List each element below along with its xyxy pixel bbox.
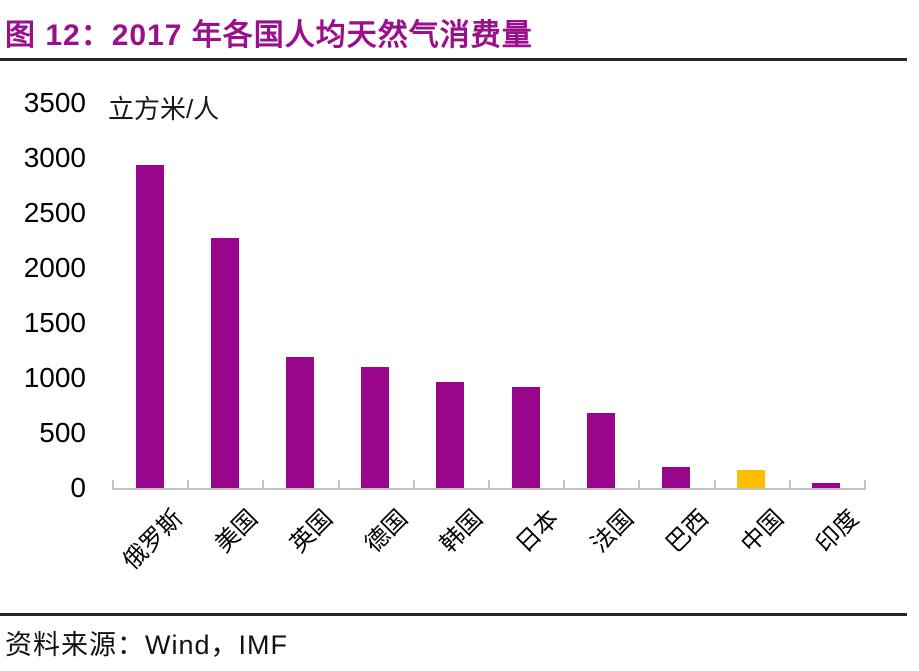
x-axis-label: 美国 <box>209 504 263 558</box>
bar-8 <box>662 467 690 488</box>
x-axis-tick <box>788 480 791 488</box>
y-axis-tick-label: 1500 <box>23 307 86 338</box>
x-axis-tick <box>713 480 716 488</box>
y-axis-unit-label: 立方米/人 <box>108 94 220 124</box>
x-axis-label: 印度 <box>811 504 865 558</box>
y-axis-tick-label: 2000 <box>23 252 86 283</box>
x-axis-tick <box>563 480 566 488</box>
y-axis-tick-label: 0 <box>70 472 86 503</box>
footer-divider-line <box>0 613 907 616</box>
bar-3 <box>286 357 314 488</box>
y-axis-tick-label: 500 <box>39 417 86 448</box>
x-axis-label: 俄罗斯 <box>117 504 188 575</box>
x-axis-label: 英国 <box>285 504 339 558</box>
y-axis-tick-label: 2500 <box>23 197 86 228</box>
x-axis-tick <box>488 480 490 488</box>
x-axis-label: 法国 <box>585 504 639 558</box>
x-axis-label: 中国 <box>736 504 790 558</box>
x-axis-tick <box>864 480 866 488</box>
x-axis-tick <box>638 480 641 488</box>
x-axis-line <box>112 488 866 490</box>
bar-9 <box>737 470 765 488</box>
x-axis-tick <box>262 480 265 488</box>
bar-chart-plot-area: 0 500 1000 1500 2000 2500 3000 3500 俄罗斯 美国 英国 德国 韩国日… <box>23 87 866 575</box>
x-axis-label: 日本 <box>510 504 564 558</box>
x-axis-tick <box>112 480 114 488</box>
bar-4 <box>361 367 389 488</box>
x-axis-label: 巴西 <box>661 504 715 558</box>
y-axis-tick-label: 1000 <box>23 362 86 393</box>
bar-5 <box>436 382 464 488</box>
x-axis-tick <box>412 480 415 488</box>
x-axis-tick <box>337 480 340 488</box>
x-axis-tick <box>187 480 190 488</box>
bar-2 <box>211 238 239 488</box>
bar-1 <box>136 165 164 488</box>
figure-title: 图 12：2017 年各国人均天然气消费量 <box>5 19 533 52</box>
x-axis-label: 德国 <box>360 504 414 558</box>
x-axis-label: 韩国 <box>435 504 489 558</box>
bar-7 <box>587 413 615 488</box>
bar-6 <box>512 387 540 488</box>
y-axis-tick-label: 3000 <box>23 142 86 173</box>
bar-10 <box>812 483 840 488</box>
y-axis-tick-label: 3500 <box>23 87 86 118</box>
data-source-note: 资料来源：Wind，IMF <box>5 630 288 660</box>
title-divider-line <box>0 58 907 61</box>
